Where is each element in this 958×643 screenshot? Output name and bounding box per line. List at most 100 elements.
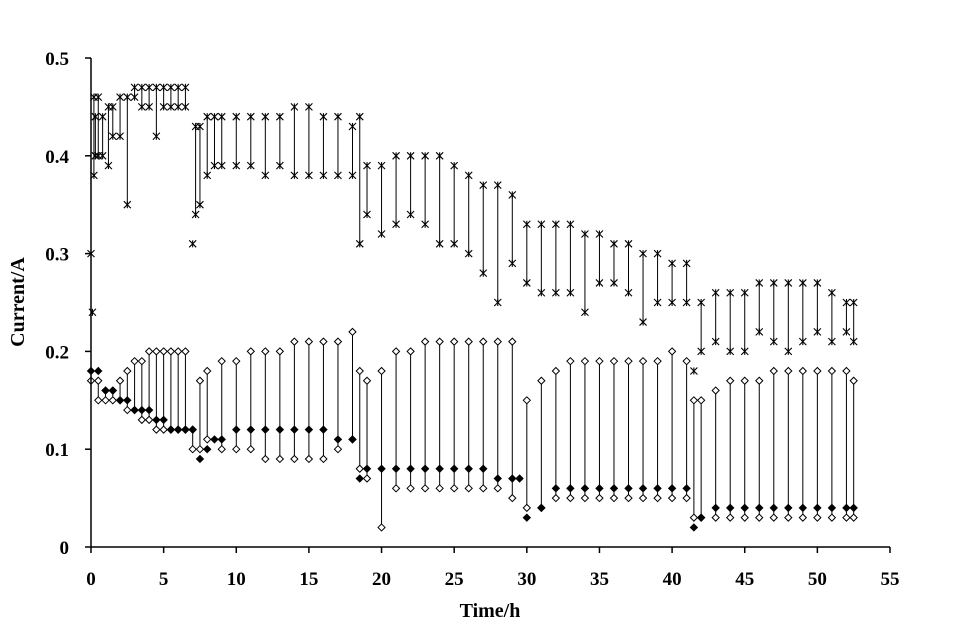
data-point <box>435 337 444 346</box>
data-point <box>609 493 619 503</box>
data-point <box>137 415 147 425</box>
data-point <box>653 484 662 493</box>
x-tick-label: 25 <box>445 569 464 590</box>
data-point <box>392 151 400 160</box>
data-point <box>755 503 764 513</box>
data-point <box>769 513 778 522</box>
data-point <box>166 425 176 434</box>
data-point <box>217 161 226 170</box>
data-point <box>595 493 604 503</box>
data-point <box>653 249 662 258</box>
data-point <box>624 239 633 248</box>
data-point <box>108 103 117 111</box>
y-tick-label: 0.3 <box>45 245 69 266</box>
data-point <box>188 444 197 454</box>
data-point <box>195 454 205 464</box>
data-point <box>639 249 647 258</box>
data-point <box>319 112 328 121</box>
data-point <box>319 454 328 464</box>
data-point <box>94 93 103 102</box>
data-point <box>362 474 372 483</box>
data-point <box>195 376 205 385</box>
data-point <box>377 230 386 238</box>
data-point <box>181 425 190 434</box>
data-point <box>450 161 459 170</box>
data-point <box>362 376 372 385</box>
data-point <box>420 464 430 473</box>
data-point <box>609 484 619 493</box>
data-point <box>181 103 190 111</box>
data-point <box>232 356 241 366</box>
data-point <box>697 347 706 356</box>
data-point <box>667 493 677 503</box>
data-point <box>159 347 168 356</box>
data-point <box>755 376 764 385</box>
data-point <box>624 484 633 493</box>
data-point <box>355 464 364 473</box>
data-point <box>842 366 851 376</box>
data-point <box>305 171 313 180</box>
data-point <box>740 513 749 522</box>
data-point <box>551 493 561 503</box>
data-point <box>595 356 604 366</box>
data-point <box>420 337 430 346</box>
data-point <box>130 83 139 92</box>
data-point <box>595 484 604 493</box>
x-tick-label: 5 <box>159 569 169 590</box>
data-point <box>784 347 793 356</box>
data-point <box>152 132 161 141</box>
data-point <box>348 122 357 131</box>
data-point <box>609 356 619 366</box>
data-point <box>333 444 343 454</box>
data-point <box>108 132 117 141</box>
data-point <box>566 484 575 493</box>
data-point <box>493 484 502 493</box>
data-point <box>377 464 386 473</box>
data-point <box>725 513 735 522</box>
data-point <box>682 493 691 503</box>
data-point <box>181 83 190 92</box>
data-point <box>174 103 183 111</box>
data-point <box>842 327 851 336</box>
data-point <box>333 337 343 346</box>
data-point <box>406 347 415 356</box>
data-point <box>363 210 371 219</box>
data-point <box>522 396 532 405</box>
data-point <box>813 327 822 336</box>
data-point <box>420 484 430 493</box>
x-tick-label: 55 <box>881 569 900 590</box>
data-point <box>755 513 764 522</box>
data-point <box>304 337 314 346</box>
data-point <box>689 523 699 532</box>
data-point <box>769 503 778 513</box>
data-point <box>174 83 183 92</box>
data-point <box>515 474 524 483</box>
data-point <box>217 444 226 454</box>
data-point <box>508 337 517 346</box>
data-point <box>91 112 100 121</box>
data-point <box>305 103 313 111</box>
data-point <box>123 200 132 209</box>
data-point <box>137 405 147 415</box>
data-point <box>210 112 219 121</box>
data-point <box>217 356 226 366</box>
data-point <box>842 298 851 307</box>
data-point <box>261 112 270 121</box>
data-point <box>798 503 808 513</box>
data-point <box>203 112 212 121</box>
data-point <box>104 161 113 170</box>
data-point <box>203 171 212 180</box>
data-point <box>275 112 284 121</box>
data-point <box>435 484 444 493</box>
data-point <box>581 308 589 317</box>
data-point <box>711 288 720 297</box>
data-point <box>537 376 546 385</box>
data-point <box>115 376 125 385</box>
data-point <box>98 151 107 160</box>
data-point <box>261 171 270 180</box>
data-point <box>167 103 175 111</box>
data-point <box>740 376 749 385</box>
data-point <box>232 425 241 434</box>
data-point <box>334 171 342 180</box>
data-point <box>355 112 364 121</box>
